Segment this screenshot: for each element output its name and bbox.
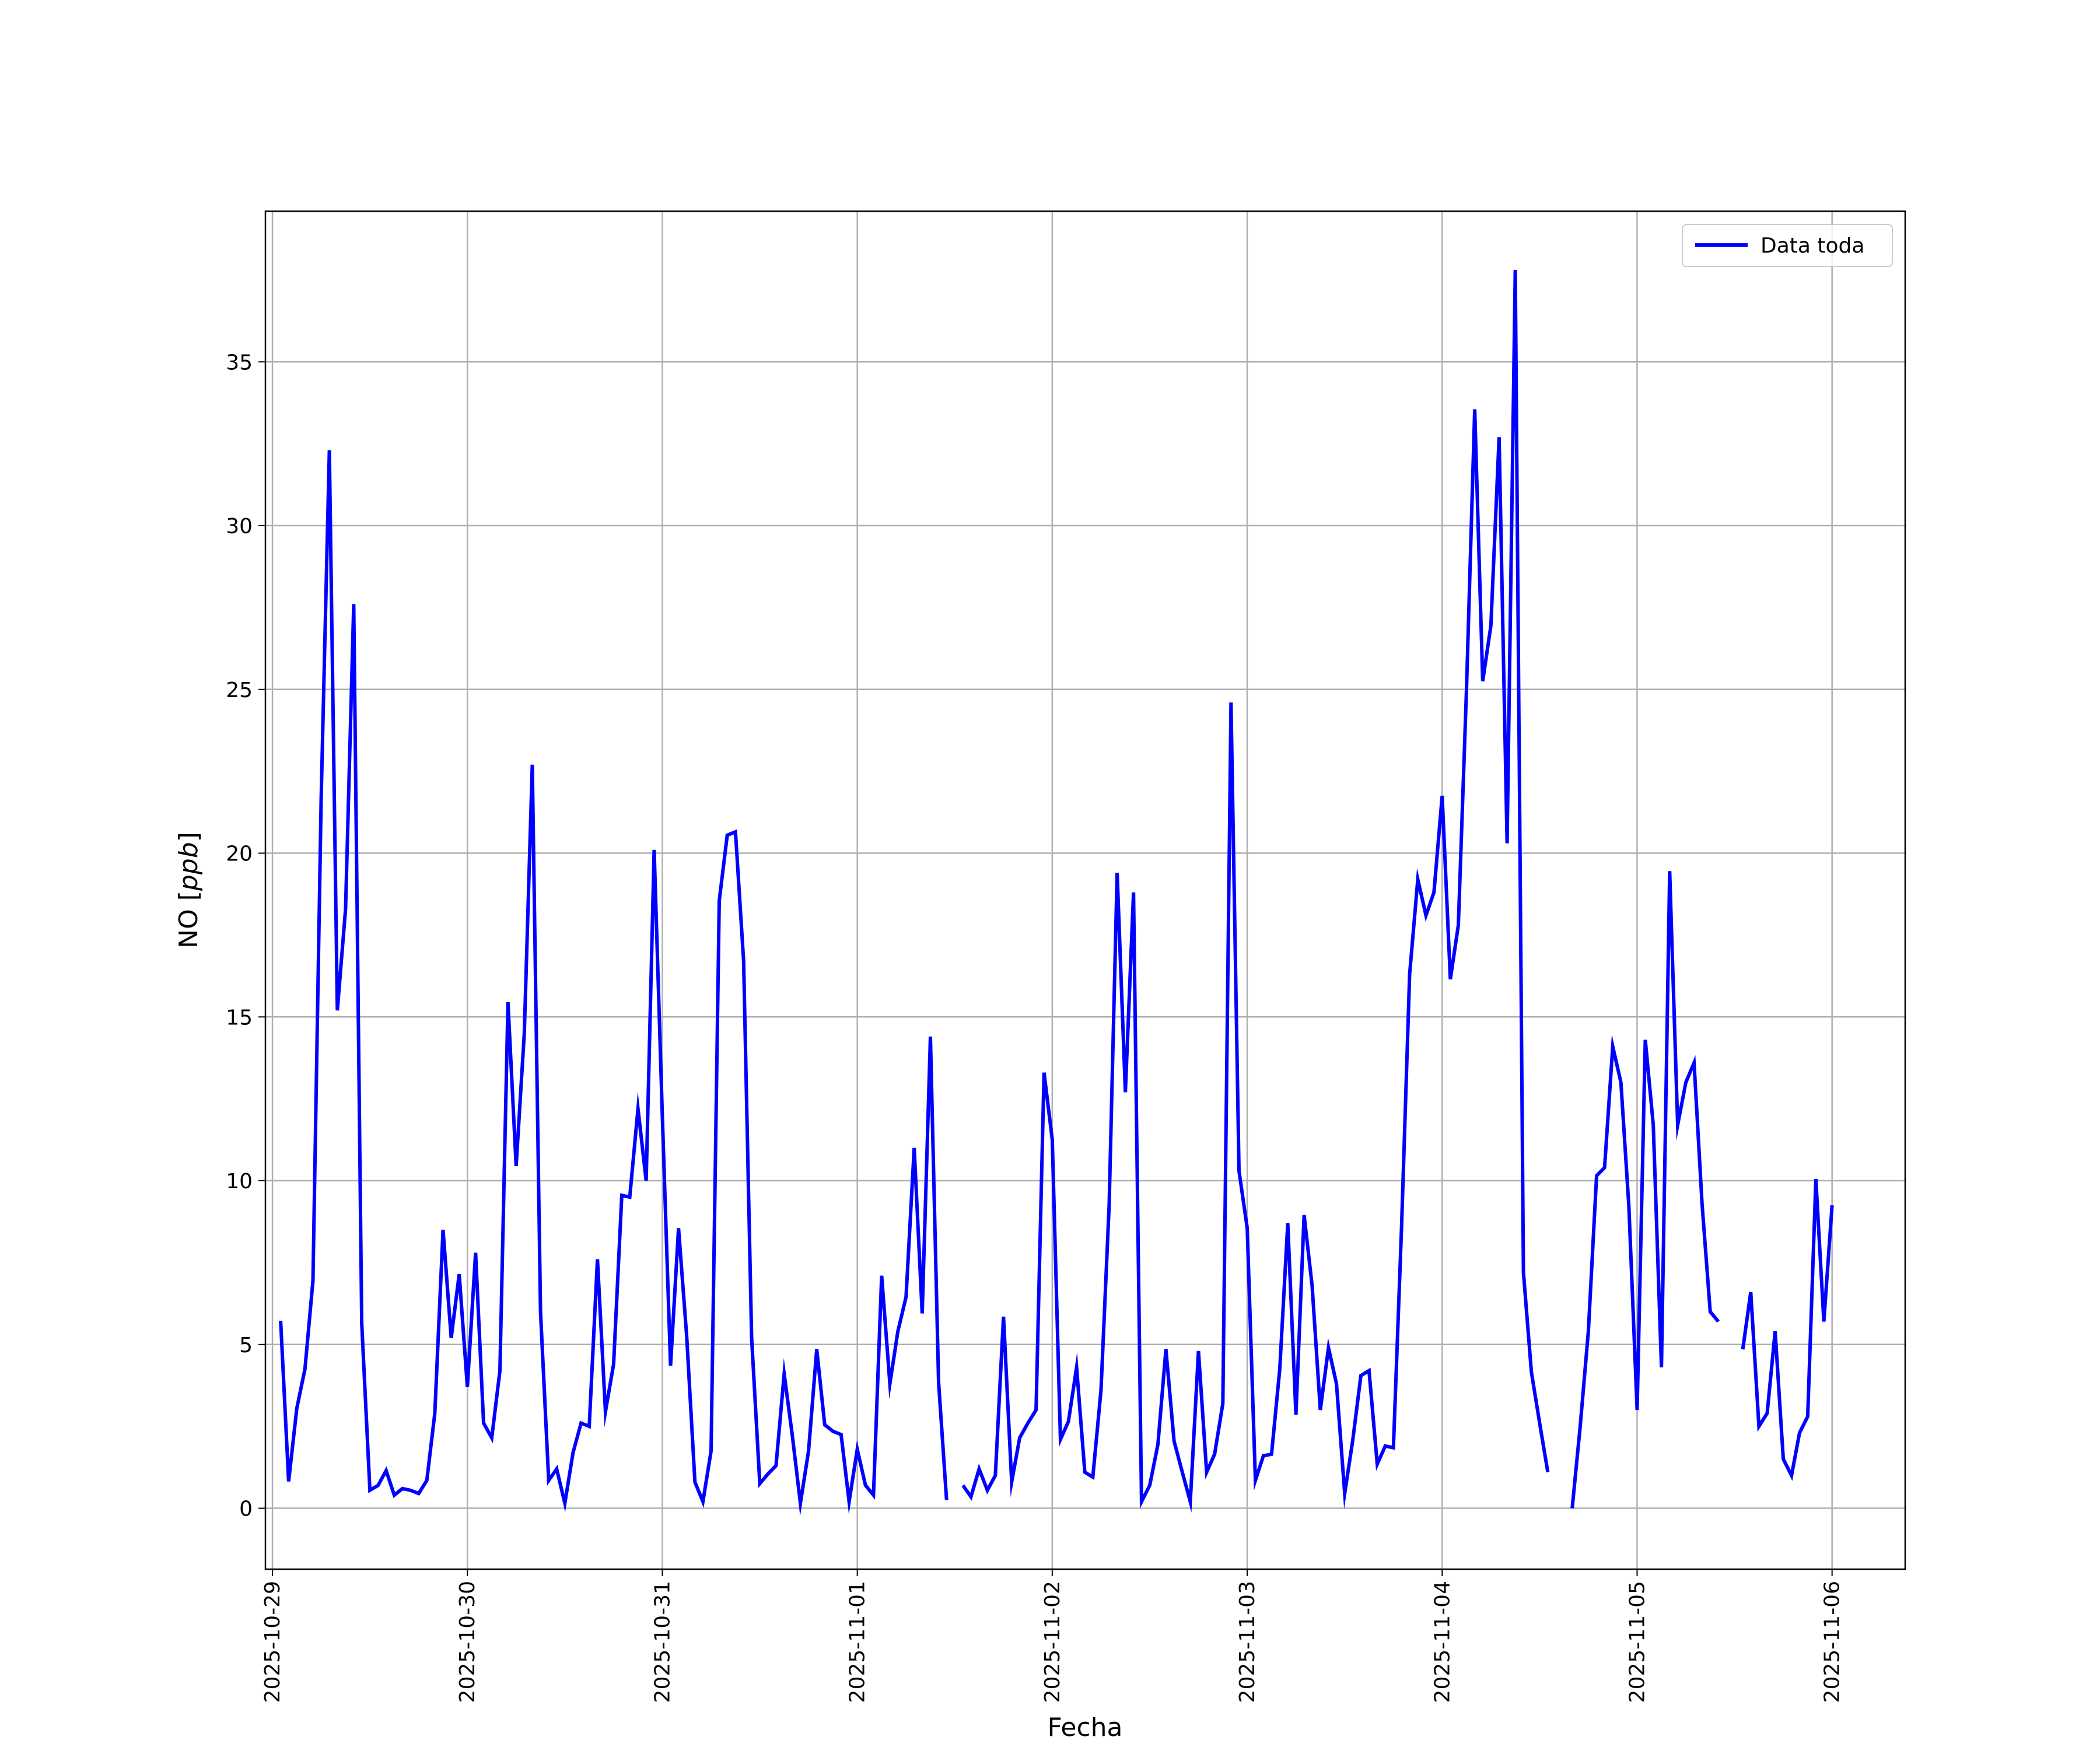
series-line-data-toda: [1570, 871, 1720, 1508]
series-line-data-toda: [279, 450, 949, 1517]
grid: [265, 211, 1905, 1569]
x-axis-title: Fecha: [1047, 1713, 1122, 1742]
y-tick-label: 10: [226, 1170, 253, 1194]
y-tick-label: 0: [239, 1497, 253, 1521]
y-tick-label: 20: [226, 842, 253, 866]
y-tick-label: 30: [226, 514, 253, 538]
y-tick-label: 35: [226, 351, 253, 374]
x-tick-label: 2025-11-05: [1625, 1581, 1649, 1703]
x-tick-label: 2025-10-30: [456, 1581, 480, 1703]
x-tick-label: 2025-11-02: [1041, 1581, 1065, 1703]
series-line-data-toda: [1741, 1179, 1834, 1481]
x-axis-ticks: 2025-10-29 2025-10-30 2025-10-31 2025-11-01…: [261, 1569, 1845, 1703]
y-axis-title: NO [ppb]: [174, 832, 204, 949]
y-tick-label: 15: [226, 1006, 253, 1030]
x-tick-label: 2025-10-29: [261, 1581, 285, 1703]
x-tick-label: 2025-10-31: [650, 1581, 674, 1703]
legend-box: [1682, 224, 1893, 267]
y-tick-label: 25: [226, 678, 253, 702]
plot-frame: [264, 210, 1906, 1570]
x-tick-label: 2025-11-03: [1236, 1581, 1259, 1703]
legend: Data toda: [1682, 224, 1893, 267]
x-tick-label: 2025-11-01: [846, 1581, 870, 1703]
y-axis-ticks: 0 5 10 15 20 25 30 35: [226, 351, 265, 1521]
x-tick-label: 2025-11-04: [1430, 1581, 1454, 1703]
y-tick-label: 5: [239, 1334, 253, 1357]
x-tick-label: 2025-11-06: [1821, 1581, 1845, 1703]
series-line-data-toda: [961, 270, 1550, 1513]
legend-label-data-toda: Data toda: [1760, 234, 1864, 258]
series-layer: [279, 270, 1834, 1517]
